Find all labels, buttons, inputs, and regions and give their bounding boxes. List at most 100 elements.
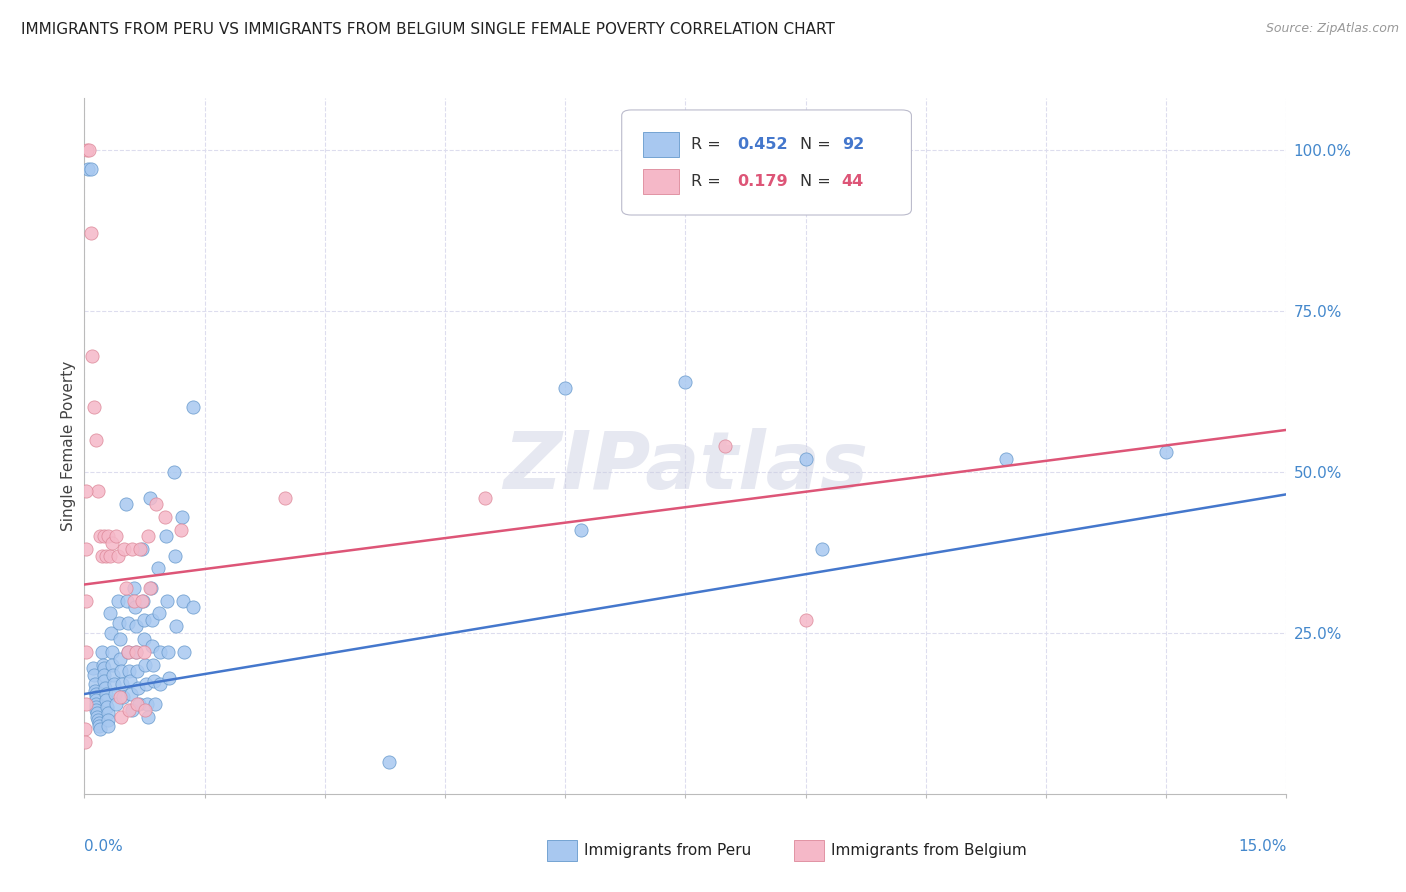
Point xyxy=(134,658,156,673)
Point xyxy=(75,484,97,499)
Point xyxy=(103,677,125,691)
Point xyxy=(153,509,176,524)
Point xyxy=(378,755,401,769)
Point xyxy=(75,723,97,737)
Y-axis label: Single Female Poverty: Single Female Poverty xyxy=(60,361,76,531)
Point xyxy=(117,645,139,659)
Point xyxy=(94,693,117,707)
Point xyxy=(115,581,138,595)
Point xyxy=(810,542,832,557)
Point xyxy=(105,529,128,543)
Point xyxy=(96,699,118,714)
Point xyxy=(794,613,817,627)
Point xyxy=(149,645,172,659)
Point xyxy=(995,451,1018,466)
Point xyxy=(83,677,105,691)
Point xyxy=(129,542,152,557)
Bar xyxy=(644,169,679,194)
Point xyxy=(86,706,108,721)
Point xyxy=(94,549,117,563)
Point xyxy=(124,619,146,633)
Text: N =: N = xyxy=(800,174,835,189)
Text: 15.0%: 15.0% xyxy=(1239,839,1286,855)
Point xyxy=(148,607,170,621)
Point xyxy=(141,639,163,653)
Point xyxy=(86,703,108,717)
Point xyxy=(87,713,110,727)
Point xyxy=(141,613,163,627)
Point xyxy=(122,593,145,607)
Point xyxy=(675,375,697,389)
Point xyxy=(118,665,141,679)
Point xyxy=(94,687,117,701)
Point xyxy=(569,523,592,537)
Text: R =: R = xyxy=(692,174,727,189)
Point xyxy=(83,683,105,698)
Point xyxy=(83,667,105,681)
Point xyxy=(107,593,129,607)
Point xyxy=(157,671,180,685)
Point xyxy=(97,713,120,727)
Point xyxy=(104,687,127,701)
Point xyxy=(163,465,186,479)
Point xyxy=(108,616,131,631)
Point xyxy=(139,581,162,595)
Point xyxy=(554,381,576,395)
Point xyxy=(149,677,172,691)
Point xyxy=(82,661,104,675)
Point xyxy=(86,709,108,723)
Point xyxy=(135,697,157,711)
Point xyxy=(183,600,205,615)
Point xyxy=(117,645,139,659)
Point xyxy=(794,451,817,466)
Point xyxy=(91,549,114,563)
Point xyxy=(103,667,125,681)
Point xyxy=(75,735,97,749)
Point xyxy=(89,529,111,543)
Point xyxy=(134,703,156,717)
Point xyxy=(163,549,186,563)
Point xyxy=(143,674,166,689)
Point xyxy=(117,616,139,631)
Point xyxy=(107,549,129,563)
Point xyxy=(75,697,97,711)
Point xyxy=(75,593,97,607)
Point xyxy=(131,542,153,557)
Point xyxy=(172,509,194,524)
Point xyxy=(87,716,110,731)
Text: 92: 92 xyxy=(842,137,863,153)
Point xyxy=(100,535,122,549)
Point xyxy=(84,690,107,705)
Point xyxy=(115,593,138,607)
Point xyxy=(98,549,121,563)
Point xyxy=(128,697,150,711)
Point xyxy=(474,491,496,505)
Point xyxy=(121,542,143,557)
Point xyxy=(124,645,146,659)
Text: N =: N = xyxy=(800,137,835,153)
Point xyxy=(86,697,108,711)
Point xyxy=(93,674,115,689)
Text: 0.179: 0.179 xyxy=(737,174,787,189)
Point xyxy=(110,665,132,679)
Text: 0.0%: 0.0% xyxy=(84,839,124,855)
Point xyxy=(138,529,160,543)
Point xyxy=(1156,445,1178,459)
Point xyxy=(89,723,111,737)
Point xyxy=(108,632,131,647)
Point xyxy=(118,674,141,689)
Text: Immigrants from Peru: Immigrants from Peru xyxy=(585,844,752,858)
Point xyxy=(173,645,195,659)
Point xyxy=(100,625,122,640)
Point xyxy=(114,542,135,557)
Point xyxy=(136,709,159,723)
Point xyxy=(118,703,141,717)
Point xyxy=(139,491,162,505)
Point xyxy=(165,619,187,633)
Point xyxy=(132,613,155,627)
Point xyxy=(146,561,169,575)
Text: 44: 44 xyxy=(842,174,863,189)
Point xyxy=(87,719,110,733)
Point xyxy=(91,658,114,673)
Point xyxy=(111,690,134,705)
